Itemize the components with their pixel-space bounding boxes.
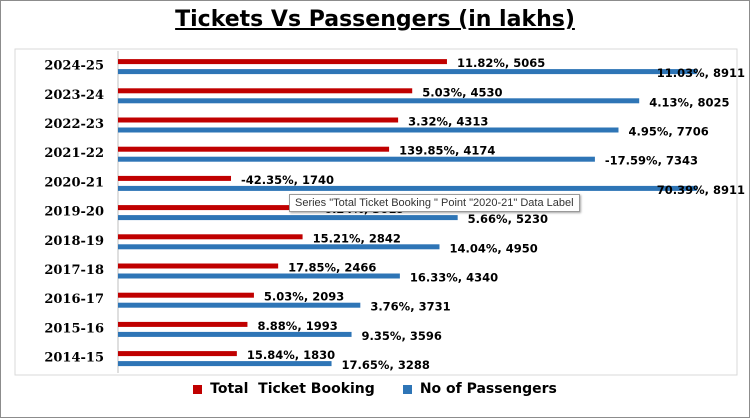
data-label-total-ticket-booking-2015-16: 8.88%, 1993 bbox=[257, 319, 337, 333]
data-label-no-of-passengers-2017-18: 16.33%, 4340 bbox=[410, 271, 498, 285]
data-label-total-ticket-booking-2014-15: 15.84%, 1830 bbox=[247, 348, 335, 362]
data-label-no-of-passengers-2016-17: 3.76%, 3731 bbox=[370, 300, 450, 314]
data-label-total-ticket-booking-2018-19: 15.21%, 2842 bbox=[313, 231, 401, 245]
data-label-total-ticket-booking-2021-22: 139.85%, 4174 bbox=[399, 144, 495, 158]
bar-no-of-passengers-2020-21 bbox=[118, 185, 697, 191]
bar-total-ticket-booking-2018-19 bbox=[118, 234, 303, 240]
legend-label-total-ticket-booking: Total Ticket Booking bbox=[210, 381, 375, 397]
category-label-2014-15: 2014-15 bbox=[44, 351, 104, 366]
bar-no-of-passengers-2015-16 bbox=[118, 331, 352, 337]
data-label-tooltip: Series "Total Ticket Booking " Point "20… bbox=[289, 194, 580, 212]
data-label-no-of-passengers-2024-25: 11.03%, 8911 bbox=[657, 66, 745, 80]
bar-total-ticket-booking-2024-25 bbox=[118, 59, 447, 65]
data-label-total-ticket-booking-2023-24: 5.03%, 4530 bbox=[422, 85, 502, 99]
plot-area bbox=[14, 48, 738, 376]
bar-no-of-passengers-2024-25 bbox=[118, 69, 697, 75]
bar-no-of-passengers-2017-18 bbox=[118, 273, 400, 279]
bar-total-ticket-booking-2019-20 bbox=[118, 205, 315, 211]
legend-label-no-of-passengers: No of Passengers bbox=[419, 381, 557, 397]
bar-total-ticket-booking-2014-15 bbox=[118, 351, 237, 357]
chart-title: Tickets Vs Passengers (in lakhs) bbox=[175, 7, 575, 32]
data-label-no-of-passengers-2015-16: 9.35%, 3596 bbox=[362, 329, 442, 343]
data-label-no-of-passengers-2019-20: 5.66%, 5230 bbox=[468, 212, 548, 226]
bar-total-ticket-booking-2021-22 bbox=[118, 146, 390, 152]
bar-no-of-passengers-2021-22 bbox=[118, 156, 595, 162]
bar-no-of-passengers-2019-20 bbox=[118, 215, 458, 221]
data-label-total-ticket-booking-2016-17: 5.03%, 2093 bbox=[264, 290, 344, 304]
bar-total-ticket-booking-2023-24 bbox=[118, 88, 413, 94]
category-label-2017-18: 2017-18 bbox=[44, 263, 104, 278]
data-label-no-of-passengers-2021-22: -17.59%, 7343 bbox=[605, 154, 698, 168]
category-label-2016-17: 2016-17 bbox=[44, 292, 104, 307]
data-label-no-of-passengers-2018-19: 14.04%, 4950 bbox=[449, 241, 537, 255]
bar-total-ticket-booking-2015-16 bbox=[118, 321, 248, 327]
category-label-2021-22: 2021-22 bbox=[44, 146, 104, 161]
data-label-total-ticket-booking-2024-25: 11.82%, 5065 bbox=[457, 56, 545, 70]
category-label-2019-20: 2019-20 bbox=[44, 205, 104, 220]
bar-no-of-passengers-2022-23 bbox=[118, 127, 619, 133]
data-label-total-ticket-booking-2022-23: 3.32%, 4313 bbox=[408, 115, 488, 129]
legend-entry-total-ticket-booking[interactable]: Total Ticket Booking bbox=[193, 381, 375, 397]
bar-total-ticket-booking-2017-18 bbox=[118, 263, 279, 269]
bar-no-of-passengers-2023-24 bbox=[118, 98, 640, 104]
data-label-no-of-passengers-2020-21: 70.39%, 8911 bbox=[657, 183, 745, 197]
category-label-2024-25: 2024-25 bbox=[44, 59, 104, 74]
legend-entry-no-of-passengers[interactable]: No of Passengers bbox=[402, 381, 557, 397]
bar-total-ticket-booking-2020-21 bbox=[118, 175, 232, 181]
bar-no-of-passengers-2018-19 bbox=[118, 244, 440, 250]
category-label-2023-24: 2023-24 bbox=[44, 88, 104, 103]
legend-swatch-no-of-passengers bbox=[402, 384, 412, 394]
bar-total-ticket-booking-2016-17 bbox=[118, 292, 254, 298]
category-label-2015-16: 2015-16 bbox=[44, 321, 104, 336]
category-label-2020-21: 2020-21 bbox=[44, 175, 104, 190]
data-label-no-of-passengers-2023-24: 4.13%, 8025 bbox=[649, 95, 729, 109]
bar-total-ticket-booking-2022-23 bbox=[118, 117, 399, 123]
data-label-total-ticket-booking-2017-18: 17.85%, 2466 bbox=[288, 261, 376, 275]
data-label-no-of-passengers-2022-23: 4.95%, 7706 bbox=[628, 125, 708, 139]
bar-no-of-passengers-2016-17 bbox=[118, 302, 361, 308]
bar-no-of-passengers-2014-15 bbox=[118, 361, 332, 367]
legend-swatch-total-ticket-booking bbox=[193, 384, 203, 394]
category-label-2018-19: 2018-19 bbox=[44, 234, 104, 249]
data-label-total-ticket-booking-2020-21: -42.35%, 1740 bbox=[241, 173, 334, 187]
category-label-2022-23: 2022-23 bbox=[44, 117, 104, 132]
data-label-no-of-passengers-2014-15: 17.65%, 3288 bbox=[342, 358, 430, 372]
legend: Total Ticket Booking No of Passengers bbox=[1, 381, 749, 397]
